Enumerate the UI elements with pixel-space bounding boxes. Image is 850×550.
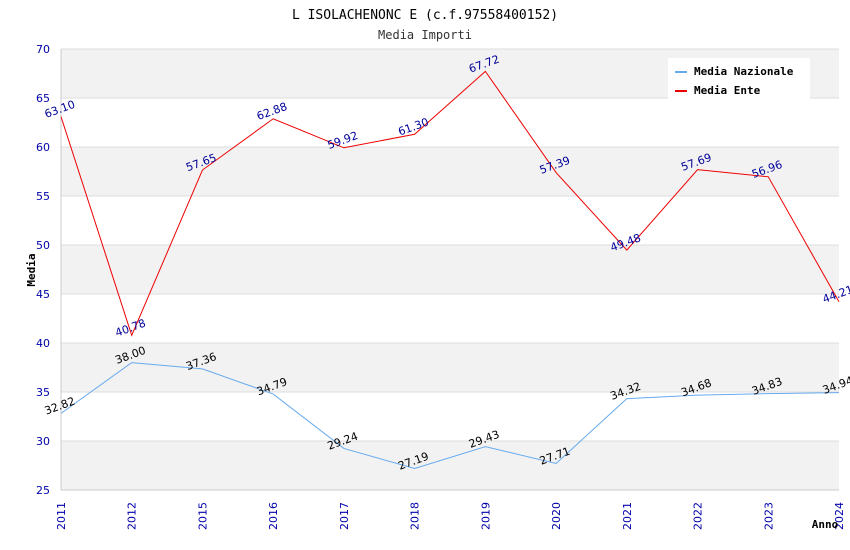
grid-band (61, 343, 839, 392)
y-tick-label: 25 (36, 484, 50, 497)
legend-box (668, 58, 810, 102)
x-tick-label: 2022 (692, 502, 705, 530)
y-tick-label: 70 (36, 43, 50, 56)
y-tick-label: 35 (36, 386, 50, 399)
legend-label-media-nazionale: Media Nazionale (694, 65, 794, 78)
chart-subtitle: Media Importi (378, 28, 472, 42)
series-line-media-nazionale (60, 362, 840, 470)
grid-band (61, 294, 839, 343)
grid-band (61, 245, 839, 294)
x-tick-label: 2017 (338, 502, 351, 530)
legend-label-media-ente: Media Ente (694, 84, 761, 97)
y-tick-label: 60 (36, 141, 50, 154)
x-tick-label: 2021 (621, 502, 634, 530)
grid-band (61, 392, 839, 441)
y-tick-label: 65 (36, 92, 50, 105)
x-tick-label: 2016 (267, 502, 280, 530)
y-tick-label: 40 (36, 337, 50, 350)
x-tick-label: 2024 (833, 502, 846, 530)
chart-title: L ISOLACHENONC E (c.f.97558400152) (292, 8, 558, 23)
y-tick-label: 30 (36, 435, 50, 448)
grid-band (61, 147, 839, 196)
x-tick-label: 2015 (196, 502, 209, 530)
grid-band (61, 441, 839, 490)
x-axis-label: Anno (812, 518, 839, 531)
grid-band (61, 98, 839, 147)
y-axis: 25 30 35 40 45 50 55 60 65 70 (36, 43, 50, 497)
y-tick-label: 50 (36, 239, 50, 252)
x-axis: 2011 2012 2015 2016 2017 2018 2019 2020 2021 2022… (55, 502, 846, 530)
legend: Media Nazionale Media Ente (668, 58, 810, 102)
x-tick-label: 2011 (55, 502, 68, 530)
x-tick-label: 2019 (479, 502, 492, 530)
x-tick-label: 2023 (762, 502, 775, 530)
grid-bands (60, 48, 839, 491)
y-tick-label: 55 (36, 190, 50, 203)
y-tick-label: 45 (36, 288, 50, 301)
x-tick-label: 2018 (409, 502, 422, 530)
y-axis-label: Media (25, 253, 38, 286)
series-line-media-ente (60, 70, 840, 337)
x-tick-label: 2020 (550, 502, 563, 530)
x-tick-label: 2012 (126, 502, 139, 530)
grid-band (61, 196, 839, 245)
